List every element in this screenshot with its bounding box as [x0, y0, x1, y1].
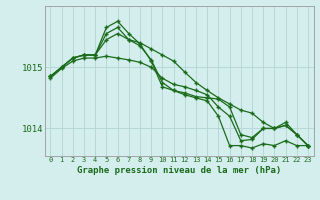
X-axis label: Graphe pression niveau de la mer (hPa): Graphe pression niveau de la mer (hPa) — [77, 166, 281, 175]
